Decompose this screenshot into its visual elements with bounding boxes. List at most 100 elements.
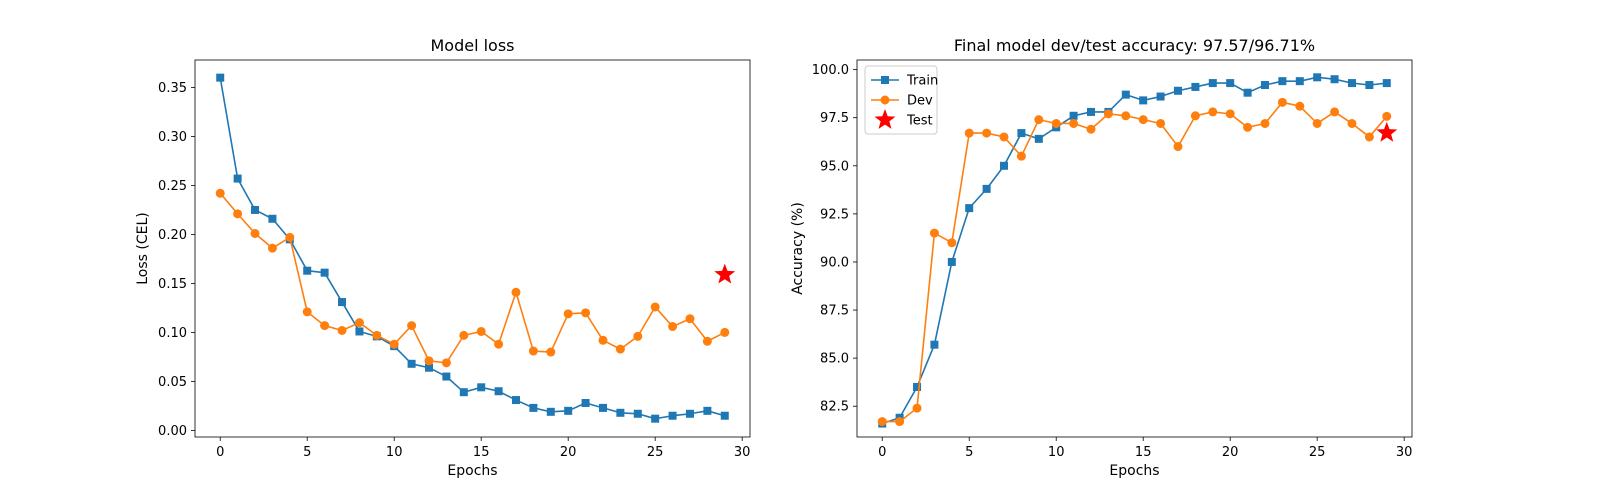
data-point-dev <box>895 417 905 427</box>
data-point-dev <box>1225 109 1235 119</box>
data-point-dev <box>511 287 521 297</box>
data-point-train <box>982 184 991 193</box>
data-point-train <box>511 396 520 405</box>
data-point-train <box>1173 86 1182 95</box>
x-tick-label: 20 <box>1222 445 1239 460</box>
data-point-train <box>233 174 242 183</box>
data-point-dev <box>476 326 486 336</box>
y-tick-label: 92.5 <box>820 207 849 222</box>
y-tick-label: 100.0 <box>812 63 849 78</box>
data-point-train <box>268 214 277 223</box>
data-point-train <box>703 406 712 415</box>
x-tick-label: 10 <box>386 445 403 460</box>
data-point-train <box>320 268 329 277</box>
data-point-train <box>1000 161 1009 170</box>
data-point-train <box>529 403 538 412</box>
data-point-train <box>546 407 555 416</box>
data-point-train <box>1243 88 1252 97</box>
chart-title: Model loss <box>430 36 514 55</box>
data-point-train <box>1365 81 1374 90</box>
data-point-train <box>913 382 922 391</box>
data-point-dev <box>947 238 957 248</box>
data-point-dev <box>633 331 643 341</box>
x-tick-label: 5 <box>965 445 973 460</box>
x-tick-label: 25 <box>1309 445 1326 460</box>
legend-label-train: Train <box>906 74 938 89</box>
data-point-train <box>251 205 260 214</box>
y-tick-label: 85.0 <box>820 352 849 367</box>
data-point-train <box>425 363 434 372</box>
data-point-dev <box>1382 111 1392 121</box>
x-tick-label: 5 <box>303 445 311 460</box>
data-point-dev <box>912 403 922 413</box>
data-point-dev <box>1295 101 1305 111</box>
data-point-dev <box>1051 118 1061 128</box>
data-point-train <box>668 411 677 420</box>
series-dev <box>215 188 730 368</box>
data-point-dev <box>1086 124 1096 134</box>
series-dev <box>877 97 1392 427</box>
data-point-dev <box>1121 111 1131 121</box>
data-point-train <box>459 388 468 397</box>
series-line-dev <box>219 192 726 364</box>
data-point-train <box>1278 77 1287 86</box>
x-tick-label: 25 <box>647 445 664 460</box>
data-point-dev <box>250 228 260 238</box>
data-point-dev <box>1347 118 1357 128</box>
data-point-train <box>1226 79 1235 88</box>
data-point-train <box>477 383 486 392</box>
y-tick-label: 0.30 <box>158 130 187 145</box>
y-tick-label: 97.5 <box>820 111 849 126</box>
y-tick-label: 0.00 <box>158 424 187 439</box>
data-point-dev <box>581 308 591 318</box>
data-point-dev <box>372 330 382 340</box>
y-tick-label: 0.15 <box>158 277 187 292</box>
data-point-train <box>1156 92 1165 101</box>
data-point-dev <box>320 321 330 331</box>
data-point-train <box>1347 79 1356 88</box>
data-point-train <box>1034 134 1043 143</box>
data-point-dev <box>1277 97 1287 107</box>
data-point-train <box>598 403 607 412</box>
data-point-dev <box>563 309 573 319</box>
data-point-dev <box>1156 118 1166 128</box>
data-point-train <box>1330 75 1339 84</box>
data-point-train <box>216 73 225 82</box>
data-point-train <box>338 298 347 307</box>
legend-label-dev: Dev <box>907 94 933 109</box>
data-point-dev <box>1069 118 1079 128</box>
data-point-dev <box>337 325 347 335</box>
x-tick-label: 30 <box>1396 445 1413 460</box>
y-tick-label: 95.0 <box>820 159 849 174</box>
data-point-dev <box>459 330 469 340</box>
data-point-train <box>965 204 974 213</box>
data-point-dev <box>1260 118 1270 128</box>
plot-frame <box>194 59 751 438</box>
data-point-train <box>1087 107 1096 116</box>
data-point-dev <box>1103 109 1113 119</box>
data-point-dev <box>1330 107 1340 117</box>
data-point-dev <box>685 314 695 324</box>
x-tick-label: 10 <box>1048 445 1065 460</box>
loss-chart: Model loss 0 5 10 15 20 25 30 0.00 0.05 0.10 0.15 0.… <box>135 36 750 479</box>
data-point-train <box>947 257 956 266</box>
data-point-dev <box>702 336 712 346</box>
data-point-dev <box>598 335 608 345</box>
data-point-train <box>1139 96 1148 105</box>
data-point-dev <box>1173 142 1183 152</box>
legend: Train Dev Test <box>864 65 938 135</box>
data-point-dev <box>441 358 451 368</box>
data-point-dev <box>285 232 295 242</box>
data-point-train <box>407 359 416 368</box>
x-tick-label: 15 <box>1135 445 1152 460</box>
data-point-train <box>1382 79 1391 88</box>
x-tick-label: 15 <box>473 445 490 460</box>
data-point-dev <box>528 346 538 356</box>
data-point-train <box>1260 81 1269 90</box>
data-point-dev <box>1208 107 1218 117</box>
data-point-dev <box>999 132 1009 142</box>
data-point-train <box>720 411 729 420</box>
legend-marker-dev <box>880 95 890 105</box>
data-point-dev <box>546 347 556 357</box>
